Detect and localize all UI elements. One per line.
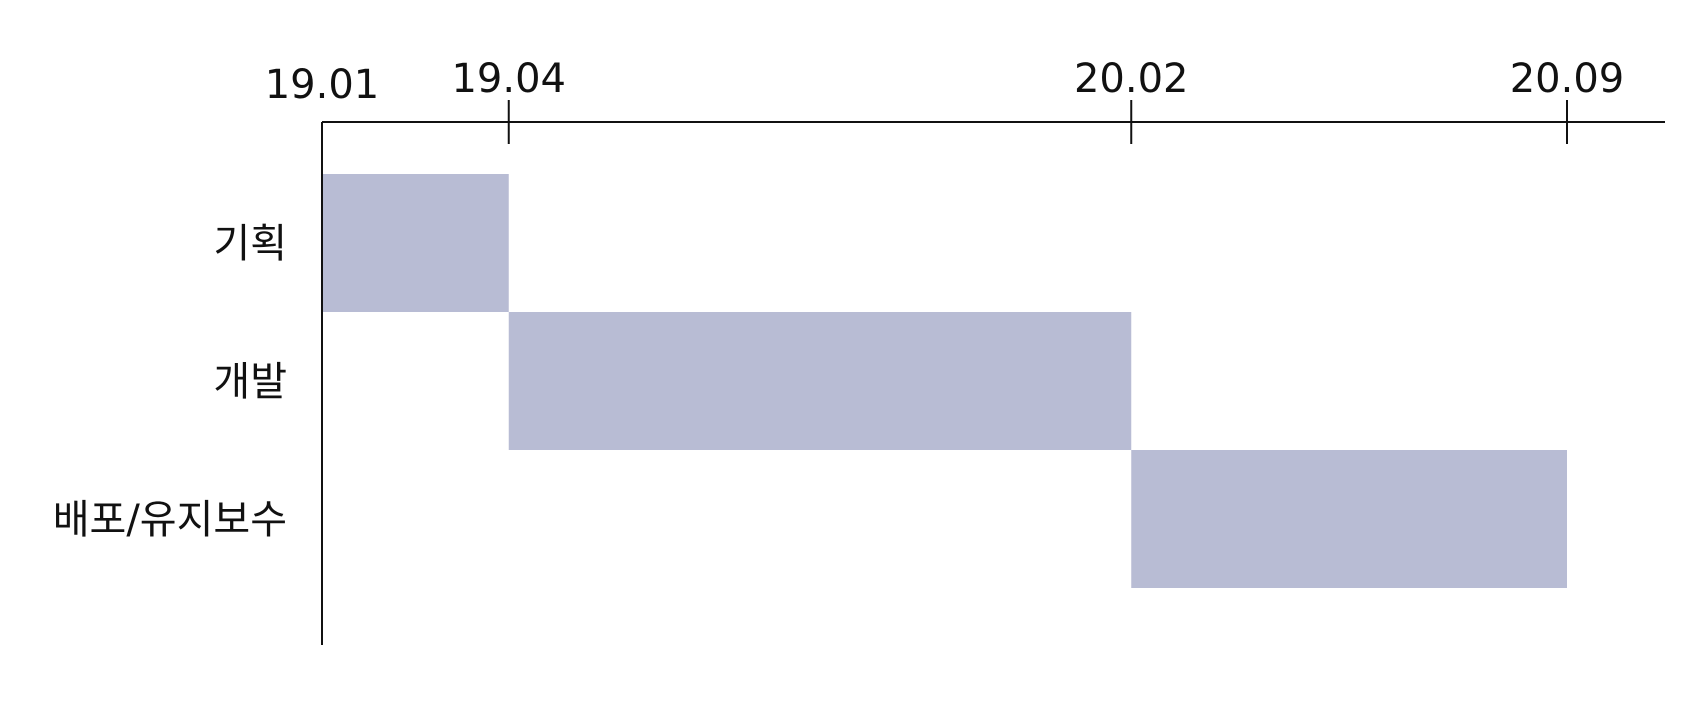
gantt-bar-1 <box>508 312 1132 450</box>
x-tick-label-3: 20.09 <box>1510 56 1625 102</box>
axis-layer <box>321 121 1665 645</box>
category-label-0: 기획 <box>213 221 287 267</box>
gantt-bar-0 <box>322 174 509 312</box>
category-label-2: 배포/유지보수 <box>53 497 287 543</box>
x-tick-label-0: 19.01 <box>265 62 380 108</box>
category-label-1: 개발 <box>213 359 287 405</box>
x-ticks: 19.01 19.04 20.02 20.09 <box>265 56 1625 144</box>
gantt-bar-2 <box>1131 450 1567 588</box>
x-tick-label-1: 19.04 <box>451 56 566 102</box>
bars-layer <box>322 174 1567 588</box>
x-tick-label-2: 20.02 <box>1074 56 1189 102</box>
